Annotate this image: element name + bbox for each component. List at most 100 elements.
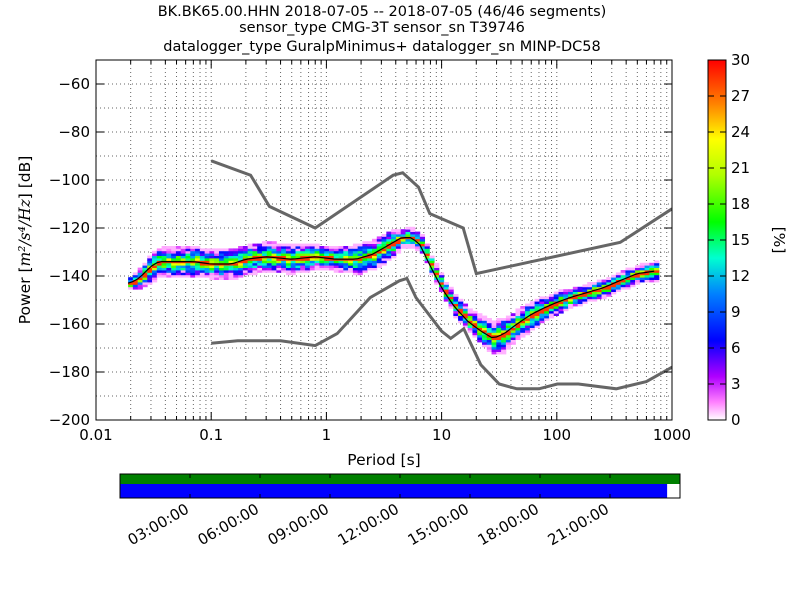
heatmap-cell — [295, 248, 301, 252]
heatmap-cell — [443, 296, 449, 300]
heatmap-cell — [644, 267, 650, 271]
heatmap-cell — [620, 282, 626, 285]
heatmap-cell — [563, 306, 569, 309]
heatmap-cell — [290, 270, 296, 273]
heatmap-cell — [257, 258, 263, 261]
heatmap-cell — [419, 241, 426, 244]
heatmap-cell — [558, 294, 564, 297]
heatmap-cell — [348, 250, 354, 254]
heatmap-cell — [467, 318, 473, 321]
heatmap-cell — [171, 270, 177, 273]
heatmap-cell — [266, 262, 272, 266]
heatmap-cell — [553, 310, 559, 314]
heatmap-cell — [357, 258, 363, 261]
heatmap-cell — [529, 303, 535, 307]
heatmap-cell — [218, 260, 225, 264]
heatmap-cell — [477, 313, 483, 316]
heatmap-cell — [654, 267, 660, 271]
heatmap-cell — [209, 248, 215, 252]
heatmap-cell — [654, 272, 660, 276]
heatmap-cell — [386, 241, 392, 244]
heatmap-cell — [577, 289, 583, 292]
heatmap-cell — [376, 246, 382, 249]
heatmap-cell — [147, 272, 153, 276]
heatmap-cell — [271, 248, 277, 252]
heatmap-cell — [209, 265, 215, 268]
heatmap-cell — [606, 289, 612, 292]
heatmap-cell — [419, 246, 426, 249]
heatmap-cell — [199, 255, 206, 259]
heatmap-cell — [305, 270, 311, 273]
heatmap-cell — [458, 320, 464, 324]
heatmap-cell — [199, 250, 206, 254]
heatmap-cell — [410, 231, 416, 235]
heatmap-cell — [252, 253, 258, 256]
heatmap-cell — [185, 255, 191, 259]
heatmap-cell — [204, 265, 210, 268]
heatmap-cell — [175, 246, 182, 249]
heatmap-cell — [214, 274, 220, 278]
heatmap-cell — [295, 255, 301, 259]
heatmap-cell — [285, 246, 292, 249]
heatmap-cell — [166, 265, 172, 268]
heatmap-cell — [381, 262, 387, 266]
heatmap-cell — [128, 286, 134, 290]
heatmap-cell — [271, 246, 277, 249]
heatmap-cell — [204, 248, 210, 252]
heatmap-cell — [630, 274, 636, 278]
heatmap-cell — [591, 282, 598, 285]
heatmap-cell — [338, 248, 344, 252]
heatmap-cell — [372, 243, 378, 247]
heatmap-cell — [534, 308, 540, 312]
heatmap-cell — [372, 267, 378, 271]
heatmap-cell — [338, 253, 344, 256]
heatmap-cell — [372, 250, 378, 254]
heatmap-cell — [496, 327, 502, 331]
heatmap-cell — [300, 270, 306, 273]
heatmap-cell — [367, 243, 373, 247]
heatmap-cell — [333, 262, 339, 266]
heatmap-cell — [281, 270, 287, 273]
heatmap-cell — [443, 286, 449, 290]
heatmap-cell — [611, 279, 617, 283]
heatmap-cell — [639, 277, 645, 280]
heatmap-cell — [510, 315, 516, 319]
heatmap-cell — [228, 258, 234, 261]
heatmap-cell — [367, 250, 373, 254]
heatmap-cell — [285, 243, 292, 247]
heatmap-cell — [501, 342, 507, 345]
heatmap-cell — [548, 315, 555, 319]
heatmap-cell — [271, 260, 277, 264]
heatmap-cell — [367, 265, 373, 268]
x-tick-label: 1 — [322, 426, 332, 444]
heatmap-cell — [644, 262, 650, 266]
new-high-noise-model-line — [210, 159, 672, 276]
heatmap-cell — [362, 243, 368, 247]
heatmap-cell — [405, 238, 411, 242]
heatmap-cell — [391, 246, 397, 249]
heatmap-cell — [611, 274, 617, 278]
heatmap-cell — [171, 267, 177, 271]
heatmap-cell — [529, 308, 535, 312]
heatmap-cell — [242, 270, 249, 273]
heatmap-cell — [620, 272, 626, 276]
heatmap-cell — [314, 262, 320, 266]
heatmap-cell — [391, 255, 397, 259]
heatmap-cell — [309, 248, 316, 252]
heatmap-cell — [300, 243, 306, 247]
heatmap-cell — [242, 272, 249, 276]
heatmap-cell — [204, 250, 210, 254]
heatmap-cell — [348, 260, 354, 264]
heatmap-cell — [185, 248, 191, 252]
heatmap-cell — [525, 322, 531, 326]
heatmap-cell — [266, 258, 272, 261]
heatmap-cell — [166, 274, 172, 278]
heatmap-cell — [563, 289, 569, 292]
heatmap-cell — [161, 255, 167, 259]
heatmap-cell — [175, 250, 182, 254]
heatmap-cell — [391, 250, 397, 254]
heatmap-cell — [328, 260, 335, 264]
heatmap-cell — [319, 253, 325, 256]
heatmap-cell — [568, 306, 574, 309]
heatmap-cell — [152, 267, 158, 271]
